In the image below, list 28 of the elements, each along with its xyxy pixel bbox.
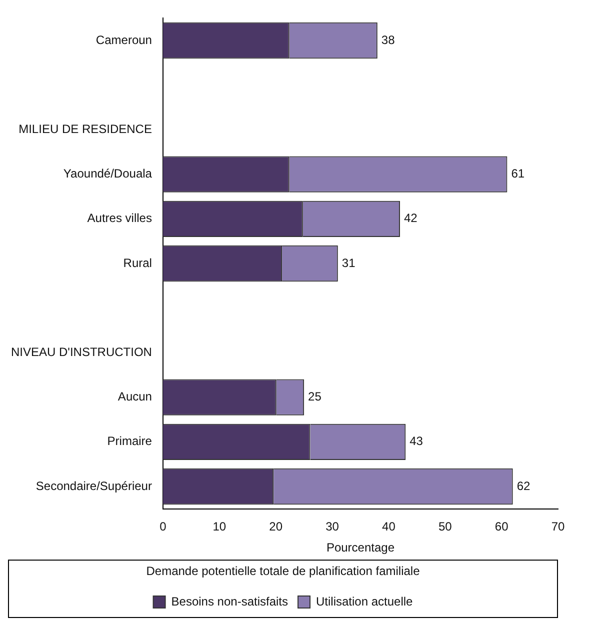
y-tick-label: Aucun [118,390,152,404]
y-tick-label: Autres villes [87,211,152,226]
y-tick-label: Cameroun [96,32,152,47]
total-label: 61 [511,166,525,181]
x-tick-label: 0 [160,519,167,534]
legend-label: Utilisation actuelle [316,594,414,608]
y-tick-label: Primaire [107,434,152,448]
y-tick-label: Yaoundé/Douala [63,166,152,181]
legend-title: Demande potentielle totale de planification familiale [146,564,420,578]
y-tick-label: Secondaire/Supérieur [36,478,152,493]
x-tick-label: 30 [326,519,340,534]
total-label: 42 [404,211,418,226]
y-tick-label: NIVEAU D'INSTRUCTION [10,345,152,360]
x-tick-label: 60 [494,519,509,534]
x-tick-label: 50 [438,519,452,534]
x-tick-label: 20 [269,519,283,534]
total-label: 38 [381,32,396,47]
y-tick-label: Rural [123,256,152,270]
x-tick-label: 10 [212,519,226,534]
total-label: 31 [342,256,356,270]
total-label: 62 [516,478,531,493]
y-tick-label: MILIEU DE RESIDENCE [18,122,152,136]
total-label: 43 [410,434,424,448]
x-axis-title: Pourcentage [326,540,395,555]
x-tick-label: 70 [551,519,565,534]
legend-label: Besoins non-satisfaits [171,594,288,608]
x-tick-label: 40 [382,519,396,534]
total-label: 25 [308,390,322,404]
